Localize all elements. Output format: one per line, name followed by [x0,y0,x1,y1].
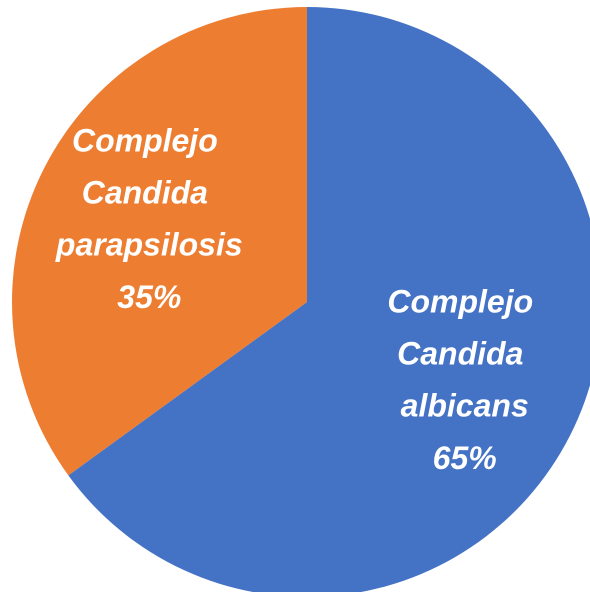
pie-slice [68,7,590,592]
label-line: albicans [401,388,529,424]
slice-label: Complejo Candida parapsilosis [55,123,243,263]
pie-slice [12,7,308,476]
slice-label: Complejo Candida albicans [387,284,542,424]
label-line: Candida [397,336,532,372]
label-line: Complejo [387,284,542,320]
value-label: 35% [117,279,181,315]
value-label: 65% [433,440,497,476]
label-line: Candida [82,175,217,211]
label-line: Complejo [72,123,227,159]
label-line: parapsilosis [55,227,243,263]
